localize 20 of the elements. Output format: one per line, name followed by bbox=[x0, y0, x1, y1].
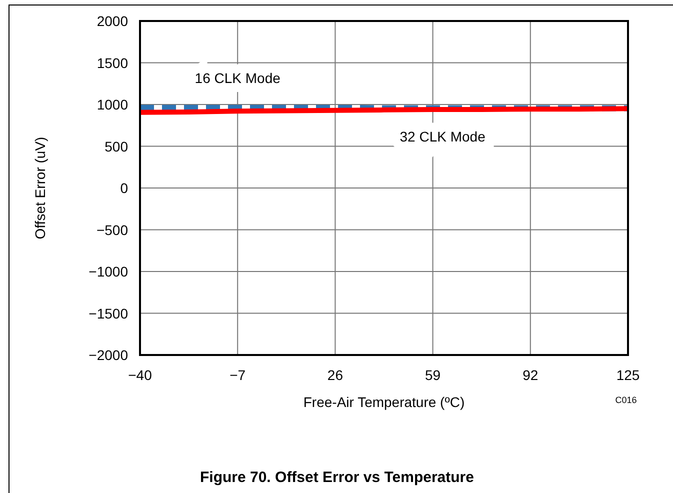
y-axis-title: Offset Error (uV) bbox=[32, 136, 48, 240]
x-axis-title: Free-Air Temperature (ºC) bbox=[303, 394, 465, 410]
text: Figure 70. Offset Error vs Temperature bbox=[200, 469, 474, 486]
y-tick-label: −500 bbox=[96, 222, 128, 238]
x-tick-label: 125 bbox=[616, 367, 640, 383]
text: C016 bbox=[615, 395, 637, 405]
y-tick-label: 2000 bbox=[96, 13, 128, 29]
y-tick-label: 1000 bbox=[96, 96, 128, 112]
x-tick-label: −40 bbox=[128, 367, 152, 383]
x-tick-label: 59 bbox=[425, 367, 441, 383]
y-tick-label: −2000 bbox=[88, 347, 128, 363]
series-label: 16 CLK Mode bbox=[194, 70, 281, 86]
x-tick-label: −7 bbox=[230, 367, 246, 383]
y-tick-label: 0 bbox=[120, 180, 128, 196]
x-tick-label: 92 bbox=[522, 367, 538, 383]
x-tick-label: 26 bbox=[327, 367, 344, 383]
y-tick-label: 1500 bbox=[96, 54, 128, 71]
y-tick-label: −1000 bbox=[88, 264, 128, 280]
y-tick-label: 500 bbox=[104, 138, 128, 154]
y-tick-label: −1500 bbox=[88, 305, 128, 322]
